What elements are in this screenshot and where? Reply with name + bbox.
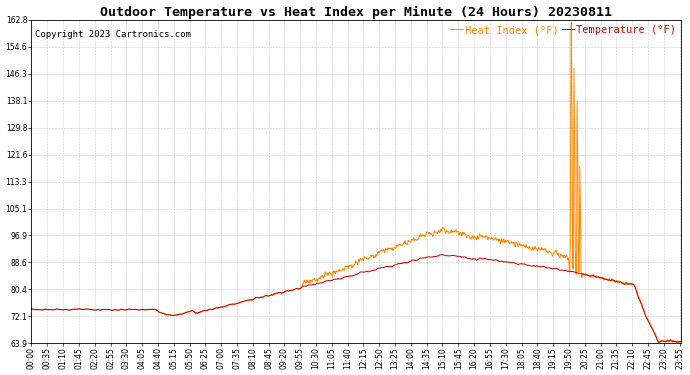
Temperature (°F) [543, 266, 551, 270]
Heat Index (°F) [655, 341, 663, 345]
Temperature (°F) [172, 313, 180, 317]
Heat Index (°F) [678, 340, 686, 345]
Line: Temperature (°F): Temperature (°F) [32, 254, 682, 342]
Temperature (°F) [678, 340, 686, 344]
Temperature (°F) [655, 340, 663, 344]
Heat Index (°F) [543, 250, 551, 254]
Temperature (°F) [458, 255, 466, 259]
Heat Index (°F) [172, 313, 180, 317]
Temperature (°F) [244, 298, 253, 302]
Title: Outdoor Temperature vs Heat Index per Minute (24 Hours) 20230811: Outdoor Temperature vs Heat Index per Mi… [101, 6, 613, 19]
Legend: Heat Index (°F), Temperature (°F): Heat Index (°F), Temperature (°F) [450, 25, 676, 35]
Heat Index (°F) [600, 276, 609, 281]
Heat Index (°F) [244, 298, 253, 302]
Temperature (°F) [28, 307, 36, 311]
Temperature (°F) [438, 252, 446, 257]
Temperature (°F) [600, 277, 609, 281]
Heat Index (°F) [567, 20, 575, 25]
Temperature (°F) [156, 310, 164, 315]
Heat Index (°F) [28, 307, 36, 311]
Heat Index (°F) [457, 233, 466, 237]
Line: Heat Index (°F): Heat Index (°F) [32, 22, 682, 343]
Text: Copyright 2023 Cartronics.com: Copyright 2023 Cartronics.com [34, 30, 190, 39]
Heat Index (°F) [156, 310, 164, 315]
